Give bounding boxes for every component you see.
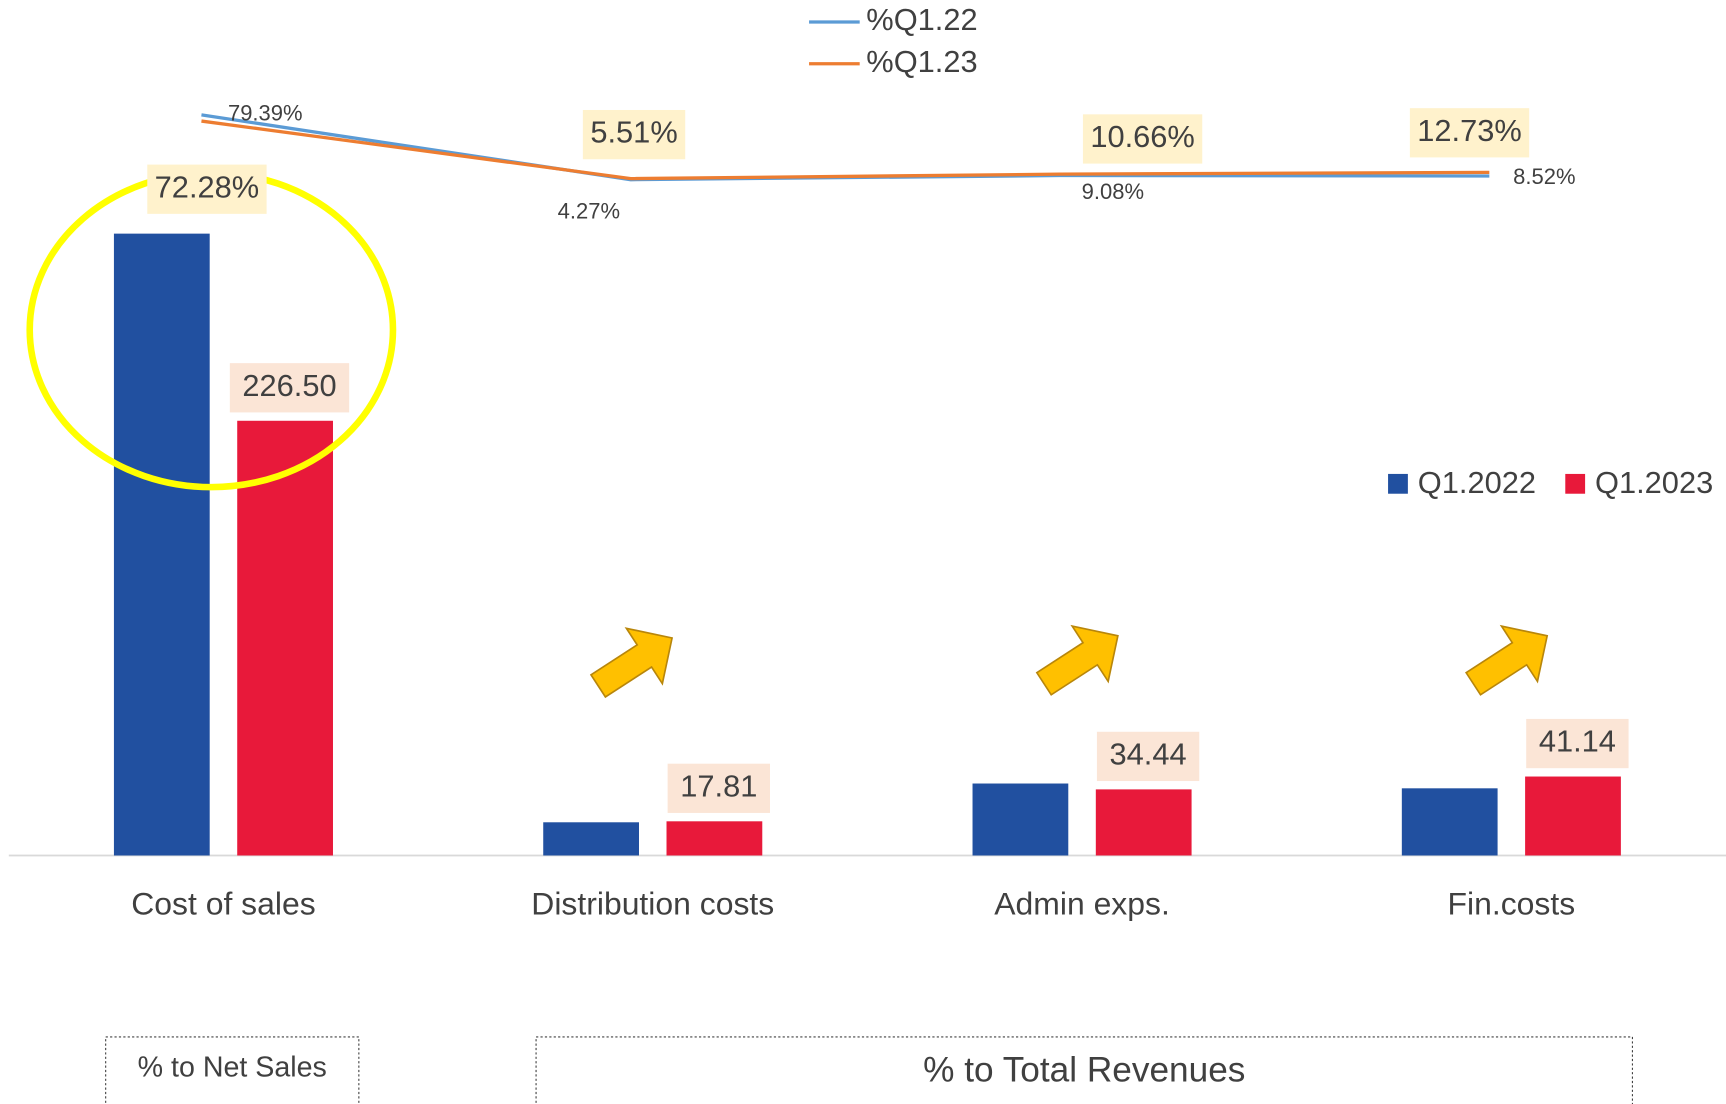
line bbox=[201, 119, 1490, 181]
bar bbox=[1095, 789, 1192, 856]
data-label-bg bbox=[1409, 108, 1530, 158]
data-label: 72.28% bbox=[155, 169, 260, 204]
data-label: 17.81 bbox=[680, 768, 757, 803]
bar bbox=[113, 233, 210, 856]
arrow bbox=[1025, 607, 1137, 713]
data-label-bg bbox=[667, 763, 770, 813]
data-label-bg bbox=[1096, 731, 1200, 782]
x-tick-label: Admin exps. bbox=[994, 886, 1170, 922]
data-label-bg bbox=[582, 109, 686, 160]
legend-swatch bbox=[1565, 473, 1586, 494]
bar bbox=[1525, 776, 1621, 856]
legend-label: %Q1.23 bbox=[866, 44, 977, 79]
arrow bbox=[1454, 607, 1566, 713]
data-label: 4.27% bbox=[558, 198, 620, 223]
bar bbox=[666, 821, 763, 856]
legend-label: %Q1.22 bbox=[866, 2, 977, 37]
data-label-bg bbox=[147, 164, 267, 214]
arrow bbox=[579, 609, 691, 715]
legend-label: Q1.2023 bbox=[1595, 465, 1713, 500]
highlight-ellipse bbox=[26, 169, 397, 491]
annotation-box bbox=[535, 1036, 1633, 1104]
data-label: 12.73% bbox=[1417, 113, 1522, 148]
legend-swatch bbox=[1388, 473, 1408, 494]
arrows bbox=[579, 607, 1566, 715]
data-label: 226.50 bbox=[242, 368, 336, 403]
annotation-box bbox=[105, 1036, 360, 1104]
data-label-bg bbox=[229, 363, 350, 413]
data-label: 10.66% bbox=[1090, 119, 1195, 154]
data-label: 5.51% bbox=[590, 115, 677, 150]
x-tick-label: Fin.costs bbox=[1448, 886, 1576, 922]
data-label: 34.44 bbox=[1110, 737, 1187, 772]
bar bbox=[972, 783, 1069, 856]
x-tick-label: Cost of sales bbox=[131, 886, 315, 922]
annotation: % to Net Sales bbox=[138, 1051, 327, 1083]
data-label: 9.08% bbox=[1082, 179, 1144, 204]
data-label: 8.52% bbox=[1513, 164, 1575, 189]
data-label-bg bbox=[1526, 718, 1629, 769]
bar bbox=[543, 822, 639, 856]
annotation: % to Total Revenues bbox=[923, 1050, 1245, 1089]
legend-label: Q1.2022 bbox=[1418, 465, 1536, 500]
bar bbox=[237, 420, 333, 856]
data-label: 79.39% bbox=[228, 101, 303, 126]
data-label-bg bbox=[1082, 114, 1203, 164]
bar bbox=[1401, 788, 1498, 856]
data-label: 41.14 bbox=[1539, 724, 1616, 759]
x-tick-label: Distribution costs bbox=[531, 886, 774, 922]
